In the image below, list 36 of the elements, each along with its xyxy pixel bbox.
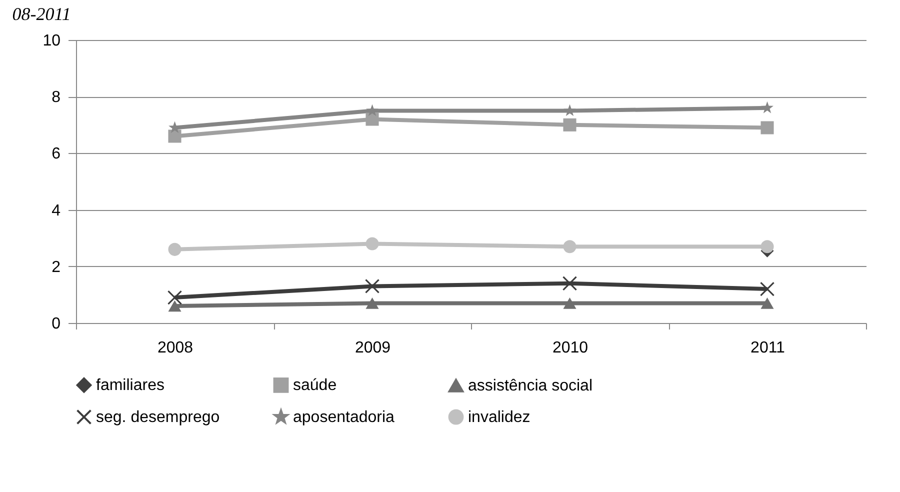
- point: [366, 104, 378, 116]
- point: [366, 298, 379, 309]
- point: [167, 290, 182, 305]
- y-tick-label: 2: [52, 258, 61, 276]
- x-tick-label: 2011: [750, 340, 786, 356]
- point: [366, 112, 379, 126]
- x-tick-label: 2009: [354, 340, 391, 356]
- legend-label: familiares: [96, 377, 164, 394]
- point: [563, 298, 576, 309]
- point: [564, 104, 576, 116]
- legend-label: aposentadoria: [293, 409, 395, 426]
- point: [760, 298, 774, 309]
- point: [366, 237, 379, 250]
- point: [168, 130, 182, 143]
- y-tick-label: 10: [42, 32, 61, 50]
- legend-label: invalidez: [468, 409, 530, 426]
- point: [563, 118, 576, 132]
- point: [760, 240, 774, 254]
- y-tick-label: 8: [52, 89, 61, 106]
- point: [168, 300, 182, 312]
- point: [761, 101, 774, 114]
- y-tick-label: 0: [52, 316, 61, 332]
- legend-label: saúde: [293, 377, 337, 394]
- y-tick-label: 4: [52, 202, 61, 220]
- point: [760, 121, 774, 134]
- chart-title: 08-2011: [12, 4, 71, 24]
- point: [168, 242, 182, 256]
- legend-label: assistência social: [468, 378, 592, 395]
- y-tick-label: 6: [52, 146, 61, 163]
- x-tick-label: 2008: [157, 340, 194, 356]
- x-tick-label: 2010: [552, 340, 588, 356]
- point: [562, 276, 578, 291]
- point: [364, 278, 380, 294]
- point: [563, 240, 576, 254]
- point: [760, 282, 775, 296]
- legend-label: seg. desemprego: [96, 409, 220, 426]
